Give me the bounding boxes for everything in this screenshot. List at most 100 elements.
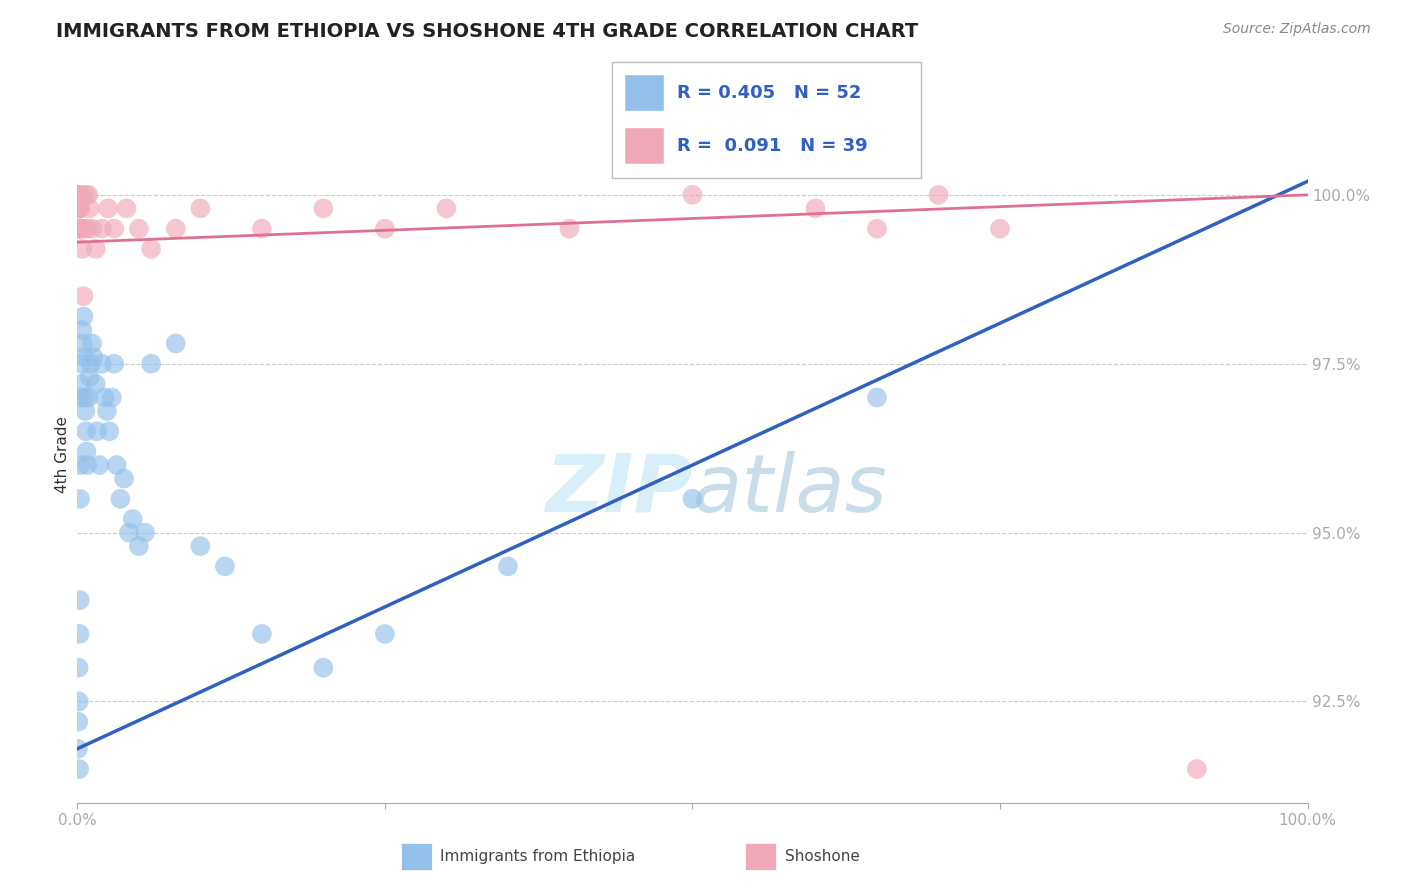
Point bbox=[69, 458, 91, 472]
Point bbox=[73, 221, 96, 235]
Point bbox=[69, 202, 91, 216]
Point bbox=[80, 357, 103, 371]
Point bbox=[69, 593, 91, 607]
Y-axis label: 4th Grade: 4th Grade bbox=[55, 417, 70, 493]
Point bbox=[70, 242, 93, 256]
Point bbox=[101, 391, 124, 405]
Point bbox=[76, 221, 98, 235]
Point bbox=[70, 357, 93, 371]
Text: Shoshone: Shoshone bbox=[785, 849, 859, 863]
Point bbox=[112, 472, 135, 486]
Point bbox=[84, 242, 107, 256]
Point bbox=[134, 525, 156, 540]
Point bbox=[558, 221, 581, 235]
Point bbox=[69, 202, 91, 216]
Point bbox=[496, 559, 519, 574]
Text: ZIP: ZIP bbox=[546, 450, 693, 529]
Point bbox=[72, 310, 94, 324]
Point bbox=[436, 202, 458, 216]
Point bbox=[165, 221, 187, 235]
Point bbox=[73, 391, 96, 405]
Point bbox=[988, 221, 1011, 235]
Point bbox=[118, 525, 141, 540]
Point bbox=[72, 289, 94, 303]
Point bbox=[90, 221, 114, 235]
Point bbox=[214, 559, 236, 574]
Point bbox=[103, 357, 125, 371]
Point bbox=[250, 627, 273, 641]
Point bbox=[93, 391, 115, 405]
Point bbox=[66, 221, 89, 235]
Point bbox=[73, 350, 96, 364]
Point bbox=[75, 424, 97, 438]
Point bbox=[82, 221, 104, 235]
Point bbox=[312, 661, 335, 675]
Point bbox=[67, 762, 90, 776]
Point bbox=[90, 357, 114, 371]
Point bbox=[70, 323, 93, 337]
Point bbox=[67, 694, 90, 708]
Point bbox=[67, 714, 90, 729]
Point bbox=[86, 424, 108, 438]
Point bbox=[75, 187, 97, 202]
Point bbox=[141, 242, 163, 256]
Point bbox=[188, 202, 212, 216]
Point bbox=[682, 491, 704, 506]
Text: Immigrants from Ethiopia: Immigrants from Ethiopia bbox=[440, 849, 636, 863]
Point bbox=[79, 370, 101, 384]
Point bbox=[70, 187, 93, 202]
Text: Source: ZipAtlas.com: Source: ZipAtlas.com bbox=[1223, 22, 1371, 37]
Point bbox=[250, 221, 273, 235]
Point bbox=[105, 458, 128, 472]
Point bbox=[82, 336, 104, 351]
Point bbox=[128, 539, 150, 553]
Point bbox=[69, 391, 91, 405]
Point bbox=[67, 187, 90, 202]
Point bbox=[66, 741, 89, 756]
Point bbox=[374, 221, 396, 235]
Bar bbox=[624, 128, 664, 164]
Point bbox=[374, 627, 396, 641]
Point bbox=[165, 336, 187, 351]
Point bbox=[804, 202, 827, 216]
Point bbox=[141, 357, 163, 371]
Point bbox=[89, 458, 111, 472]
Point bbox=[77, 187, 100, 202]
Point bbox=[76, 458, 98, 472]
Point bbox=[103, 221, 125, 235]
Point bbox=[128, 221, 150, 235]
Point bbox=[98, 424, 121, 438]
Text: atlas: atlas bbox=[693, 450, 887, 529]
Point bbox=[928, 187, 950, 202]
Point bbox=[77, 391, 100, 405]
Text: R = 0.405   N = 52: R = 0.405 N = 52 bbox=[676, 84, 860, 102]
Point bbox=[67, 221, 90, 235]
Point bbox=[312, 202, 335, 216]
Point bbox=[67, 187, 90, 202]
Point bbox=[66, 202, 89, 216]
Point bbox=[69, 627, 91, 641]
Point bbox=[76, 444, 98, 458]
Point bbox=[682, 187, 704, 202]
Point bbox=[84, 376, 107, 391]
Point bbox=[115, 202, 138, 216]
Point bbox=[70, 221, 93, 235]
Text: IMMIGRANTS FROM ETHIOPIA VS SHOSHONE 4TH GRADE CORRELATION CHART: IMMIGRANTS FROM ETHIOPIA VS SHOSHONE 4TH… bbox=[56, 22, 918, 41]
Point bbox=[1185, 762, 1208, 776]
Point bbox=[97, 202, 120, 216]
Point bbox=[82, 350, 104, 364]
Point bbox=[69, 491, 91, 506]
Point bbox=[121, 512, 143, 526]
Bar bbox=[624, 74, 664, 112]
Point bbox=[69, 221, 91, 235]
Point bbox=[70, 376, 93, 391]
Point bbox=[866, 391, 889, 405]
Point bbox=[188, 539, 212, 553]
Point bbox=[79, 202, 101, 216]
Point bbox=[110, 491, 132, 506]
Point bbox=[72, 336, 94, 351]
Point bbox=[67, 661, 90, 675]
Point bbox=[96, 404, 118, 418]
Text: R =  0.091   N = 39: R = 0.091 N = 39 bbox=[676, 137, 868, 155]
Point bbox=[75, 404, 97, 418]
